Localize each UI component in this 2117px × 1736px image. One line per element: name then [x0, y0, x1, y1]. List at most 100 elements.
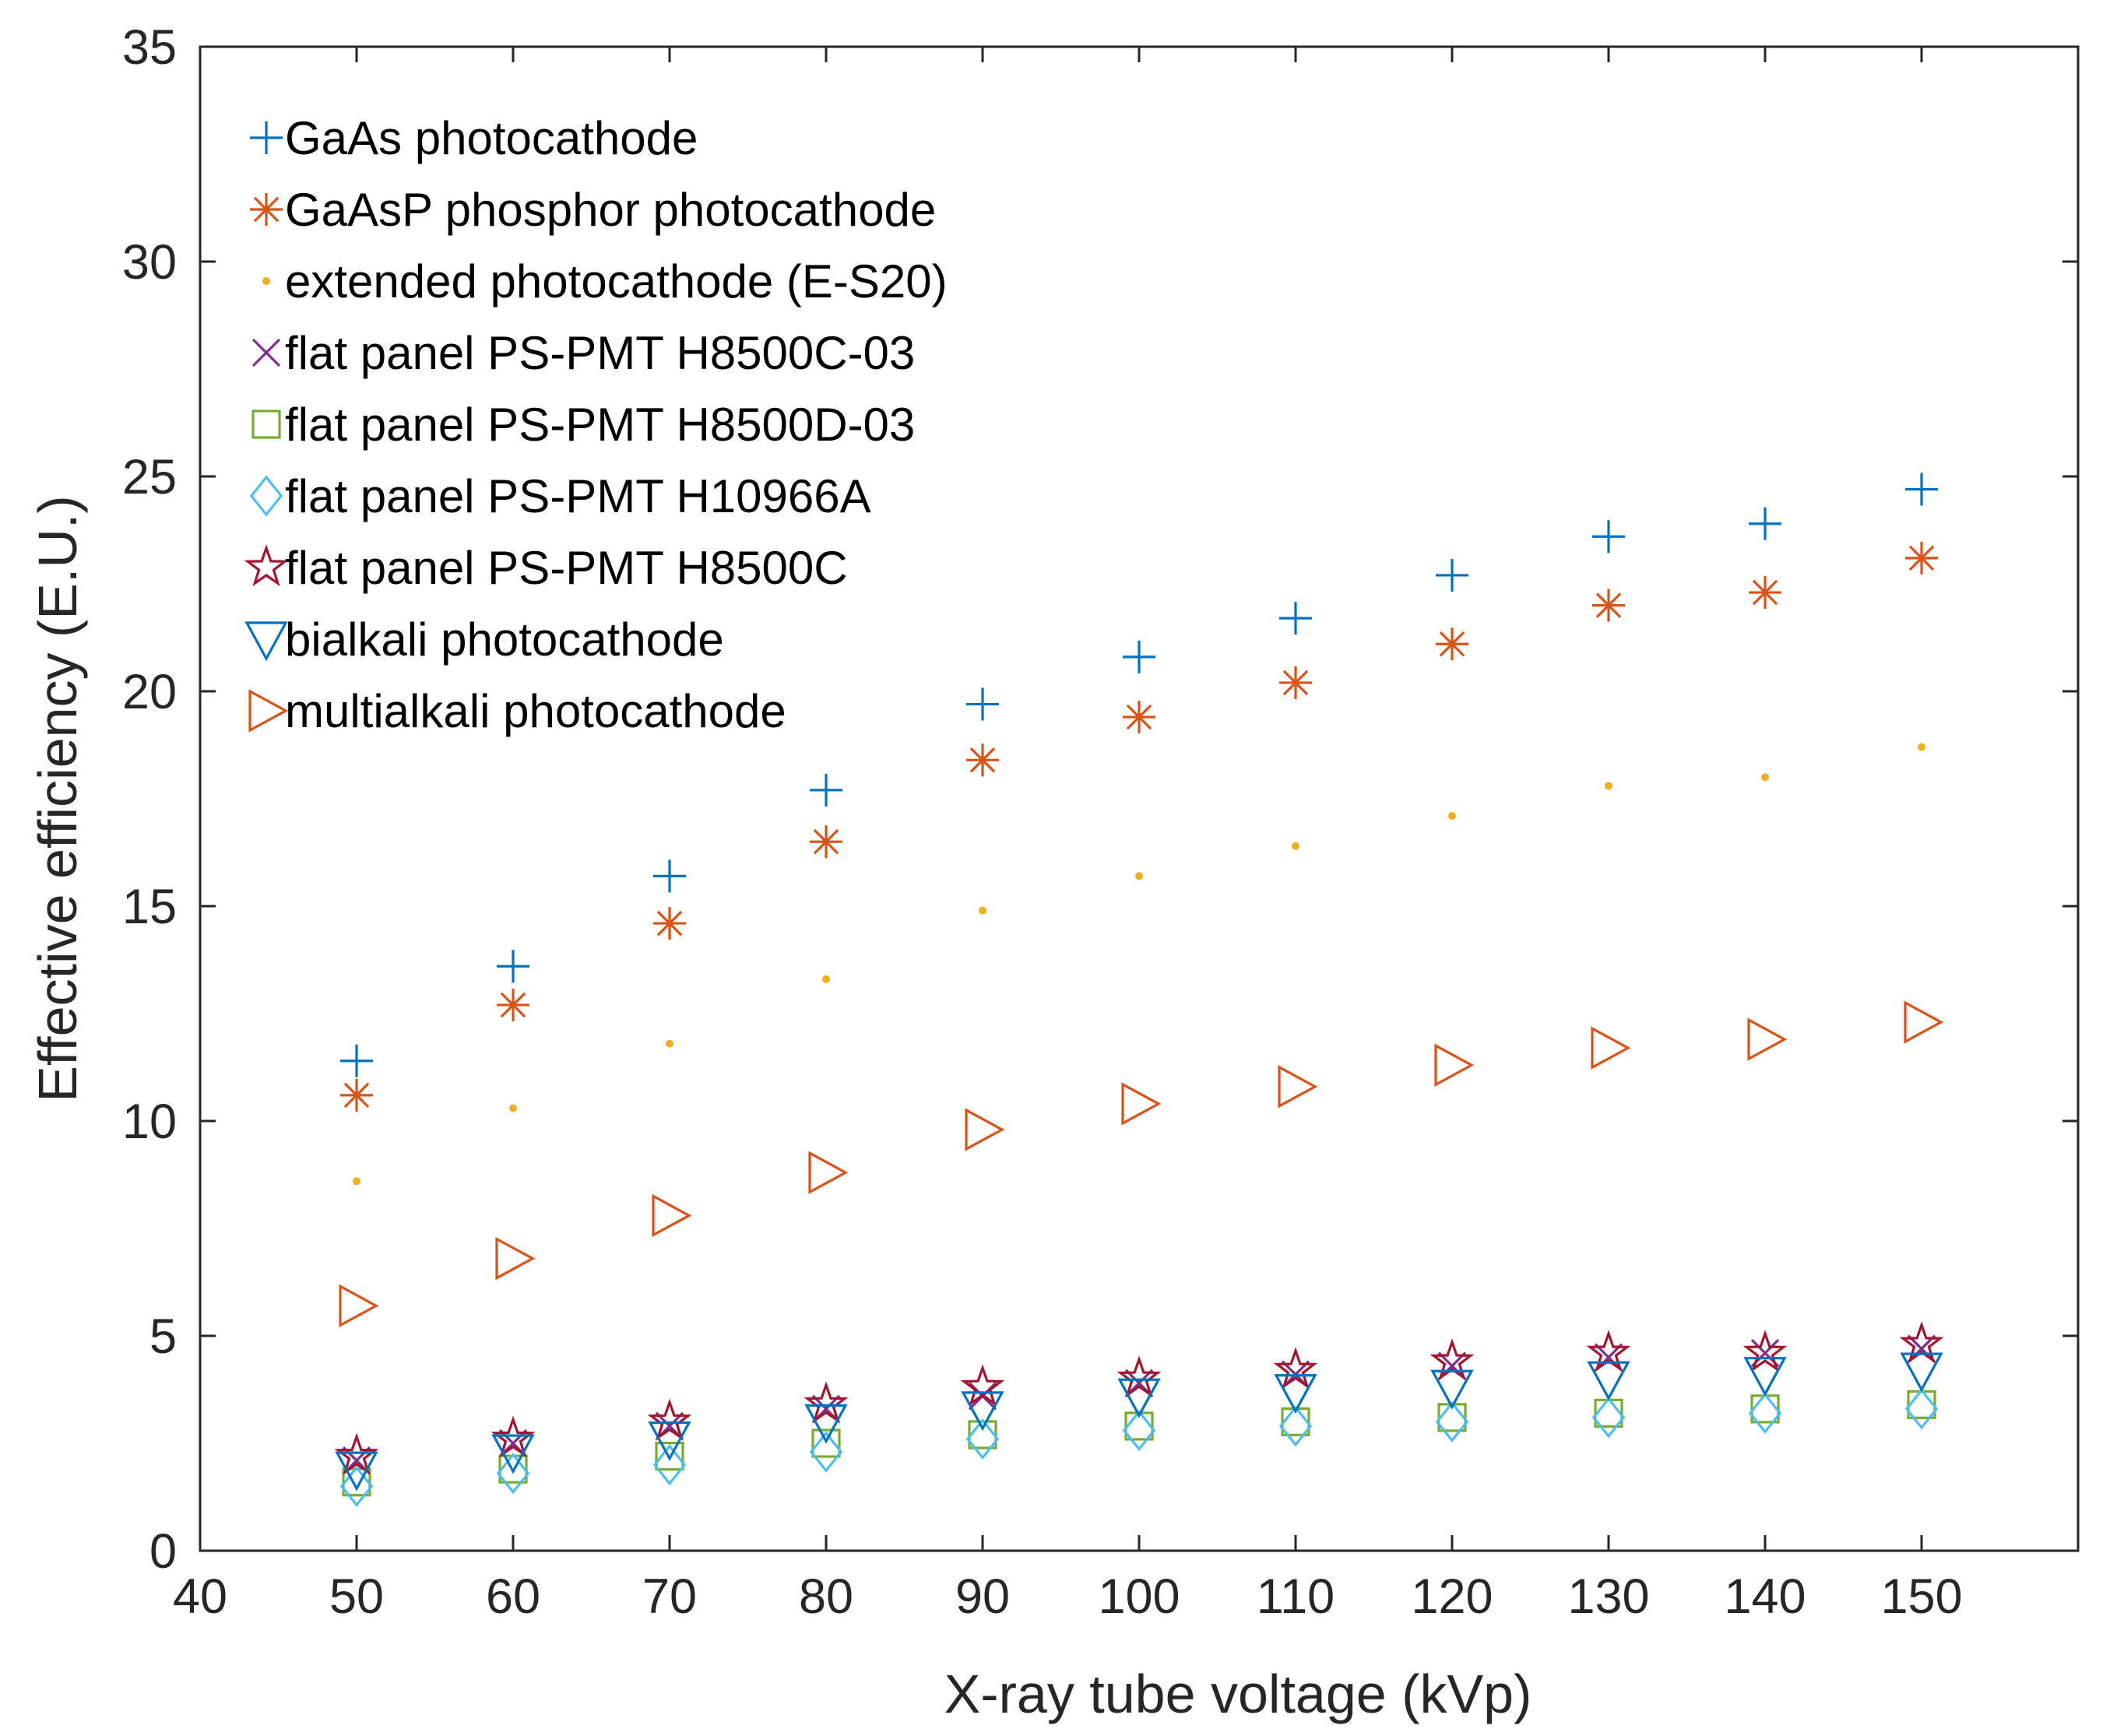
data-point: [1278, 1405, 1313, 1447]
x-tick-label: 70: [642, 1569, 697, 1624]
y-tick-label: 5: [149, 1309, 177, 1364]
legend-item: bialkali photocathode: [244, 613, 724, 666]
x-tick-label: 140: [1724, 1569, 1806, 1624]
data-point: [497, 988, 529, 1021]
data-point: [1743, 1357, 1787, 1397]
data-point: [1430, 1369, 1474, 1410]
data-point: [1279, 602, 1312, 635]
legend-item: flat panel PS-PMT H8500D-03: [251, 399, 915, 451]
data-point: [655, 1441, 684, 1471]
x-tick-label: 130: [1567, 1569, 1649, 1624]
data-point: [966, 687, 999, 721]
series-asterisk: [340, 541, 1938, 1112]
data-point: [1123, 701, 1155, 734]
data-point: [1123, 640, 1155, 673]
data-point: [1121, 1082, 1162, 1126]
y-tick-label: 25: [122, 450, 177, 504]
legend-label: GaAsP phosphor photocathode: [285, 184, 936, 236]
legend-marker: [262, 277, 270, 285]
data-point: [647, 1398, 692, 1441]
legend-item: flat panel PS-PMT H8500C: [244, 542, 848, 594]
data-point: [1292, 842, 1299, 850]
legend-marker: [244, 544, 289, 587]
y-tick-label: 20: [122, 665, 177, 719]
data-point: [1448, 812, 1456, 821]
data-point: [496, 1453, 530, 1495]
data-point: [491, 1415, 536, 1458]
legend-item: GaAsP phosphor photocathode: [250, 184, 936, 236]
data-point: [334, 1432, 379, 1475]
series-diamond: [339, 1388, 1939, 1507]
legend-item: GaAs photocathode: [250, 112, 698, 164]
data-point: [966, 743, 999, 777]
data-point: [335, 1451, 378, 1492]
data-point: [1430, 1338, 1475, 1381]
data-point: [1905, 473, 1938, 506]
data-point: [1900, 1352, 1943, 1393]
data-point: [652, 1193, 692, 1238]
data-point: [961, 1391, 1004, 1432]
data-point: [810, 825, 842, 859]
legend-item: multialkali photocathode: [248, 685, 786, 737]
data-point: [340, 1078, 373, 1112]
legend-marker: [248, 689, 289, 733]
data-point: [965, 1108, 1005, 1151]
data-point: [353, 1177, 360, 1186]
axes: 40 50 60 70 80 90 100 110 120 130 140 150 0 5 10 15 20 25…: [122, 20, 2080, 1624]
x-tick-label: 110: [1257, 1569, 1335, 1624]
x-tick-label: 50: [329, 1569, 384, 1624]
legend-label: flat panel PS-PMT H8500C-03: [285, 327, 915, 379]
data-point: [1122, 1409, 1156, 1452]
y-tick-label: 0: [149, 1524, 177, 1579]
legend-marker: [250, 193, 283, 226]
legend-label: flat panel PS-PMT H8500C: [285, 542, 848, 594]
series-dot: [353, 743, 1925, 1186]
data-point: [804, 1404, 848, 1444]
legend-item: flat panel PS-PMT H8500C-03: [251, 327, 915, 379]
data-point: [339, 1284, 379, 1328]
data-point: [653, 859, 686, 893]
series-triangle-down: [335, 1352, 1943, 1492]
legend-label: GaAs photocathode: [285, 112, 698, 164]
series-triangle-right: [339, 1000, 1944, 1328]
data-point: [509, 1104, 517, 1112]
series-pentagram: [334, 1321, 1944, 1475]
x-tick-label: 150: [1880, 1569, 1962, 1624]
x-tick-label: 120: [1411, 1569, 1493, 1624]
data-point: [1904, 1000, 1944, 1044]
data-point: [1278, 1065, 1318, 1109]
x-axis-title: X-ray tube voltage (kVp): [944, 1664, 1532, 1724]
data-point: [1904, 1388, 1939, 1430]
x-tick-label: 60: [486, 1569, 540, 1624]
data-point: [1899, 1321, 1944, 1364]
data-point: [1135, 872, 1143, 880]
y-tick-label: 30: [122, 235, 177, 290]
data-point: [652, 1444, 687, 1486]
legend-marker: [249, 475, 283, 517]
data-point: [804, 1381, 849, 1424]
data-point: [1592, 520, 1625, 553]
data-point: [340, 1044, 373, 1077]
legend-label: multialkali photocathode: [285, 685, 786, 737]
data-point: [1747, 1017, 1788, 1061]
series-plus: [340, 473, 1938, 1077]
data-point: [495, 1236, 536, 1281]
data-marks: [334, 473, 1944, 1507]
data-point: [1761, 773, 1769, 782]
legend-marker: [251, 409, 281, 439]
legend-label: bialkali photocathode: [285, 613, 724, 666]
data-point: [1591, 1397, 1626, 1439]
data-point: [653, 907, 686, 940]
data-point: [1434, 1043, 1475, 1087]
data-point: [648, 1421, 691, 1461]
y-tick-label: 35: [122, 20, 177, 75]
data-point: [339, 1465, 374, 1507]
data-point: [1273, 1347, 1318, 1390]
y-axis-title: Effective efficiency (E.U.): [27, 495, 88, 1102]
data-point: [1436, 627, 1468, 661]
y-tick-label: 15: [122, 880, 177, 934]
data-point: [808, 1151, 849, 1194]
data-point: [1918, 743, 1925, 751]
x-tick-label: 80: [799, 1569, 853, 1624]
